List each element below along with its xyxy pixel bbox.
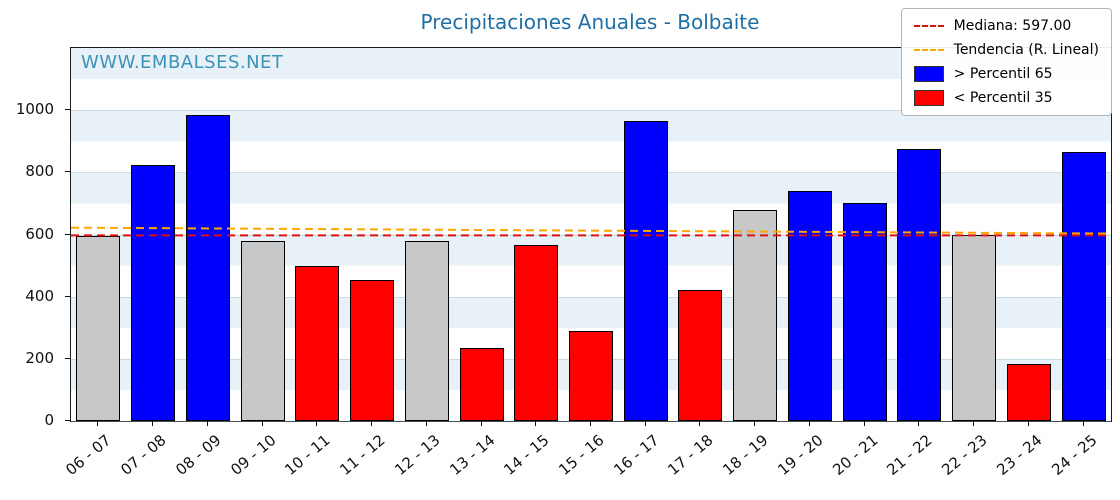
bar-series (71, 48, 1111, 421)
x-tick-mark (590, 421, 591, 426)
x-tick-mark (699, 421, 701, 426)
gridline (71, 296, 1111, 298)
x-tick-mark (863, 421, 865, 426)
legend-trend-label: Tendencia (R. Lineal) (953, 42, 1099, 58)
y-tick-label: 600 (25, 224, 54, 243)
x-tick-label: 08 - 09 (172, 431, 225, 479)
y-tick-mark (65, 357, 70, 359)
x-tick-mark (371, 421, 373, 426)
y-tick-label: 200 (25, 348, 54, 367)
x-tick-mark (97, 421, 99, 426)
bar-11-12 (350, 279, 395, 421)
legend-above-label: > Percentil 65 (953, 66, 1053, 82)
x-axis: 06 - 07 07 - 08 08 - 09 09 - 10 10 - 11 11 - … (63, 421, 1110, 496)
bar-12-13 (404, 241, 449, 421)
bar-06-07 (76, 236, 121, 421)
x-tick-label: 09 - 10 (226, 431, 280, 479)
x-tick-mark (261, 421, 263, 426)
x-tick-mark (918, 421, 920, 426)
x-tick-mark (808, 421, 810, 426)
y-tick-mark (65, 171, 70, 173)
x-tick-label: 24 - 25 (1047, 431, 1101, 479)
x-tick-mark (316, 421, 318, 426)
y-tick-mark (65, 109, 70, 111)
legend-below-label: < Percentil 35 (953, 90, 1053, 106)
y-tick-label: 1000 (15, 100, 54, 119)
watermark: WWW.EMBALSES.NET (81, 52, 284, 73)
chart-title: Precipitaciones Anuales - Bolbaite (420, 10, 760, 34)
bar-21-22 (897, 149, 942, 421)
y-tick-mark (65, 233, 70, 235)
legend-item-median: Mediana: 597.00 (913, 18, 1099, 34)
x-tick-label: 07 - 08 (117, 431, 170, 479)
x-tick-label: 21 - 22 (883, 431, 936, 479)
x-tick-label: 19 - 20 (774, 431, 827, 479)
bar-17-18 (678, 290, 723, 421)
x-tick-label: 18 - 19 (719, 431, 772, 479)
x-tick-label: 16 - 17 (610, 431, 663, 479)
bar-08-09 (185, 114, 230, 421)
legend-item-below: < Percentil 35 (913, 90, 1099, 106)
y-tick-mark (65, 295, 70, 297)
median-line-swatch (913, 25, 944, 27)
x-tick-label: 10 - 11 (281, 431, 334, 479)
bar-13-14 (459, 347, 504, 421)
x-tick-mark (973, 421, 975, 426)
x-tick-mark (1027, 421, 1029, 426)
bar-23-24 (1006, 363, 1051, 421)
bar-24-25 (1061, 152, 1106, 421)
x-tick-mark (480, 421, 482, 426)
y-tick-label: 0 (44, 411, 54, 429)
bar-14-15 (514, 245, 559, 421)
legend-median-label: Mediana: 597.00 (953, 18, 1072, 34)
bar-19-20 (787, 190, 832, 421)
below-percentile-swatch (913, 90, 944, 106)
bar-16-17 (623, 121, 668, 421)
x-tick-label: 06 - 07 (62, 431, 115, 479)
x-tick-label: 12 - 13 (391, 431, 444, 479)
legend-item-above: > Percentil 65 (913, 66, 1099, 82)
legend-item-trend: Tendencia (R. Lineal) (913, 42, 1099, 58)
gridline (71, 172, 1111, 174)
x-tick-mark (425, 421, 427, 426)
y-tick-label: 400 (25, 286, 54, 305)
x-tick-mark (152, 421, 154, 426)
bar-20-21 (842, 203, 887, 421)
bar-10-11 (295, 265, 340, 421)
plot-area: WWW.EMBALSES.NET (70, 47, 1112, 422)
above-percentile-swatch (913, 66, 944, 82)
bar-07-08 (131, 164, 176, 421)
bar-18-19 (733, 209, 778, 421)
x-tick-mark (206, 421, 208, 426)
x-tick-mark (644, 421, 646, 426)
trend-line-swatch (913, 49, 944, 51)
x-tick-mark (1082, 421, 1084, 426)
x-tick-label: 20 - 21 (828, 431, 882, 479)
x-tick-label: 17 - 18 (664, 431, 718, 479)
gridline (71, 110, 1111, 112)
y-axis: 0 200 400 600 800 1000 (0, 47, 70, 429)
legend: Mediana: 597.00 Tendencia (R. Lineal) > … (900, 8, 1112, 116)
gridline (71, 421, 1111, 422)
y-tick-mark (65, 420, 70, 421)
x-tick-label: 14 - 15 (500, 431, 553, 479)
x-tick-mark (754, 421, 756, 426)
x-tick-mark (535, 421, 537, 426)
bar-15-16 (568, 330, 613, 421)
y-tick-label: 800 (25, 162, 54, 181)
x-tick-label: 23 - 24 (993, 431, 1046, 479)
bar-09-10 (240, 240, 285, 421)
x-tick-label: 11 - 12 (336, 431, 389, 479)
bar-22-23 (952, 234, 997, 421)
x-tick-label: 22 - 23 (938, 431, 991, 479)
x-tick-label: 13 - 14 (445, 431, 499, 479)
x-tick-label: 15 - 16 (555, 431, 608, 479)
